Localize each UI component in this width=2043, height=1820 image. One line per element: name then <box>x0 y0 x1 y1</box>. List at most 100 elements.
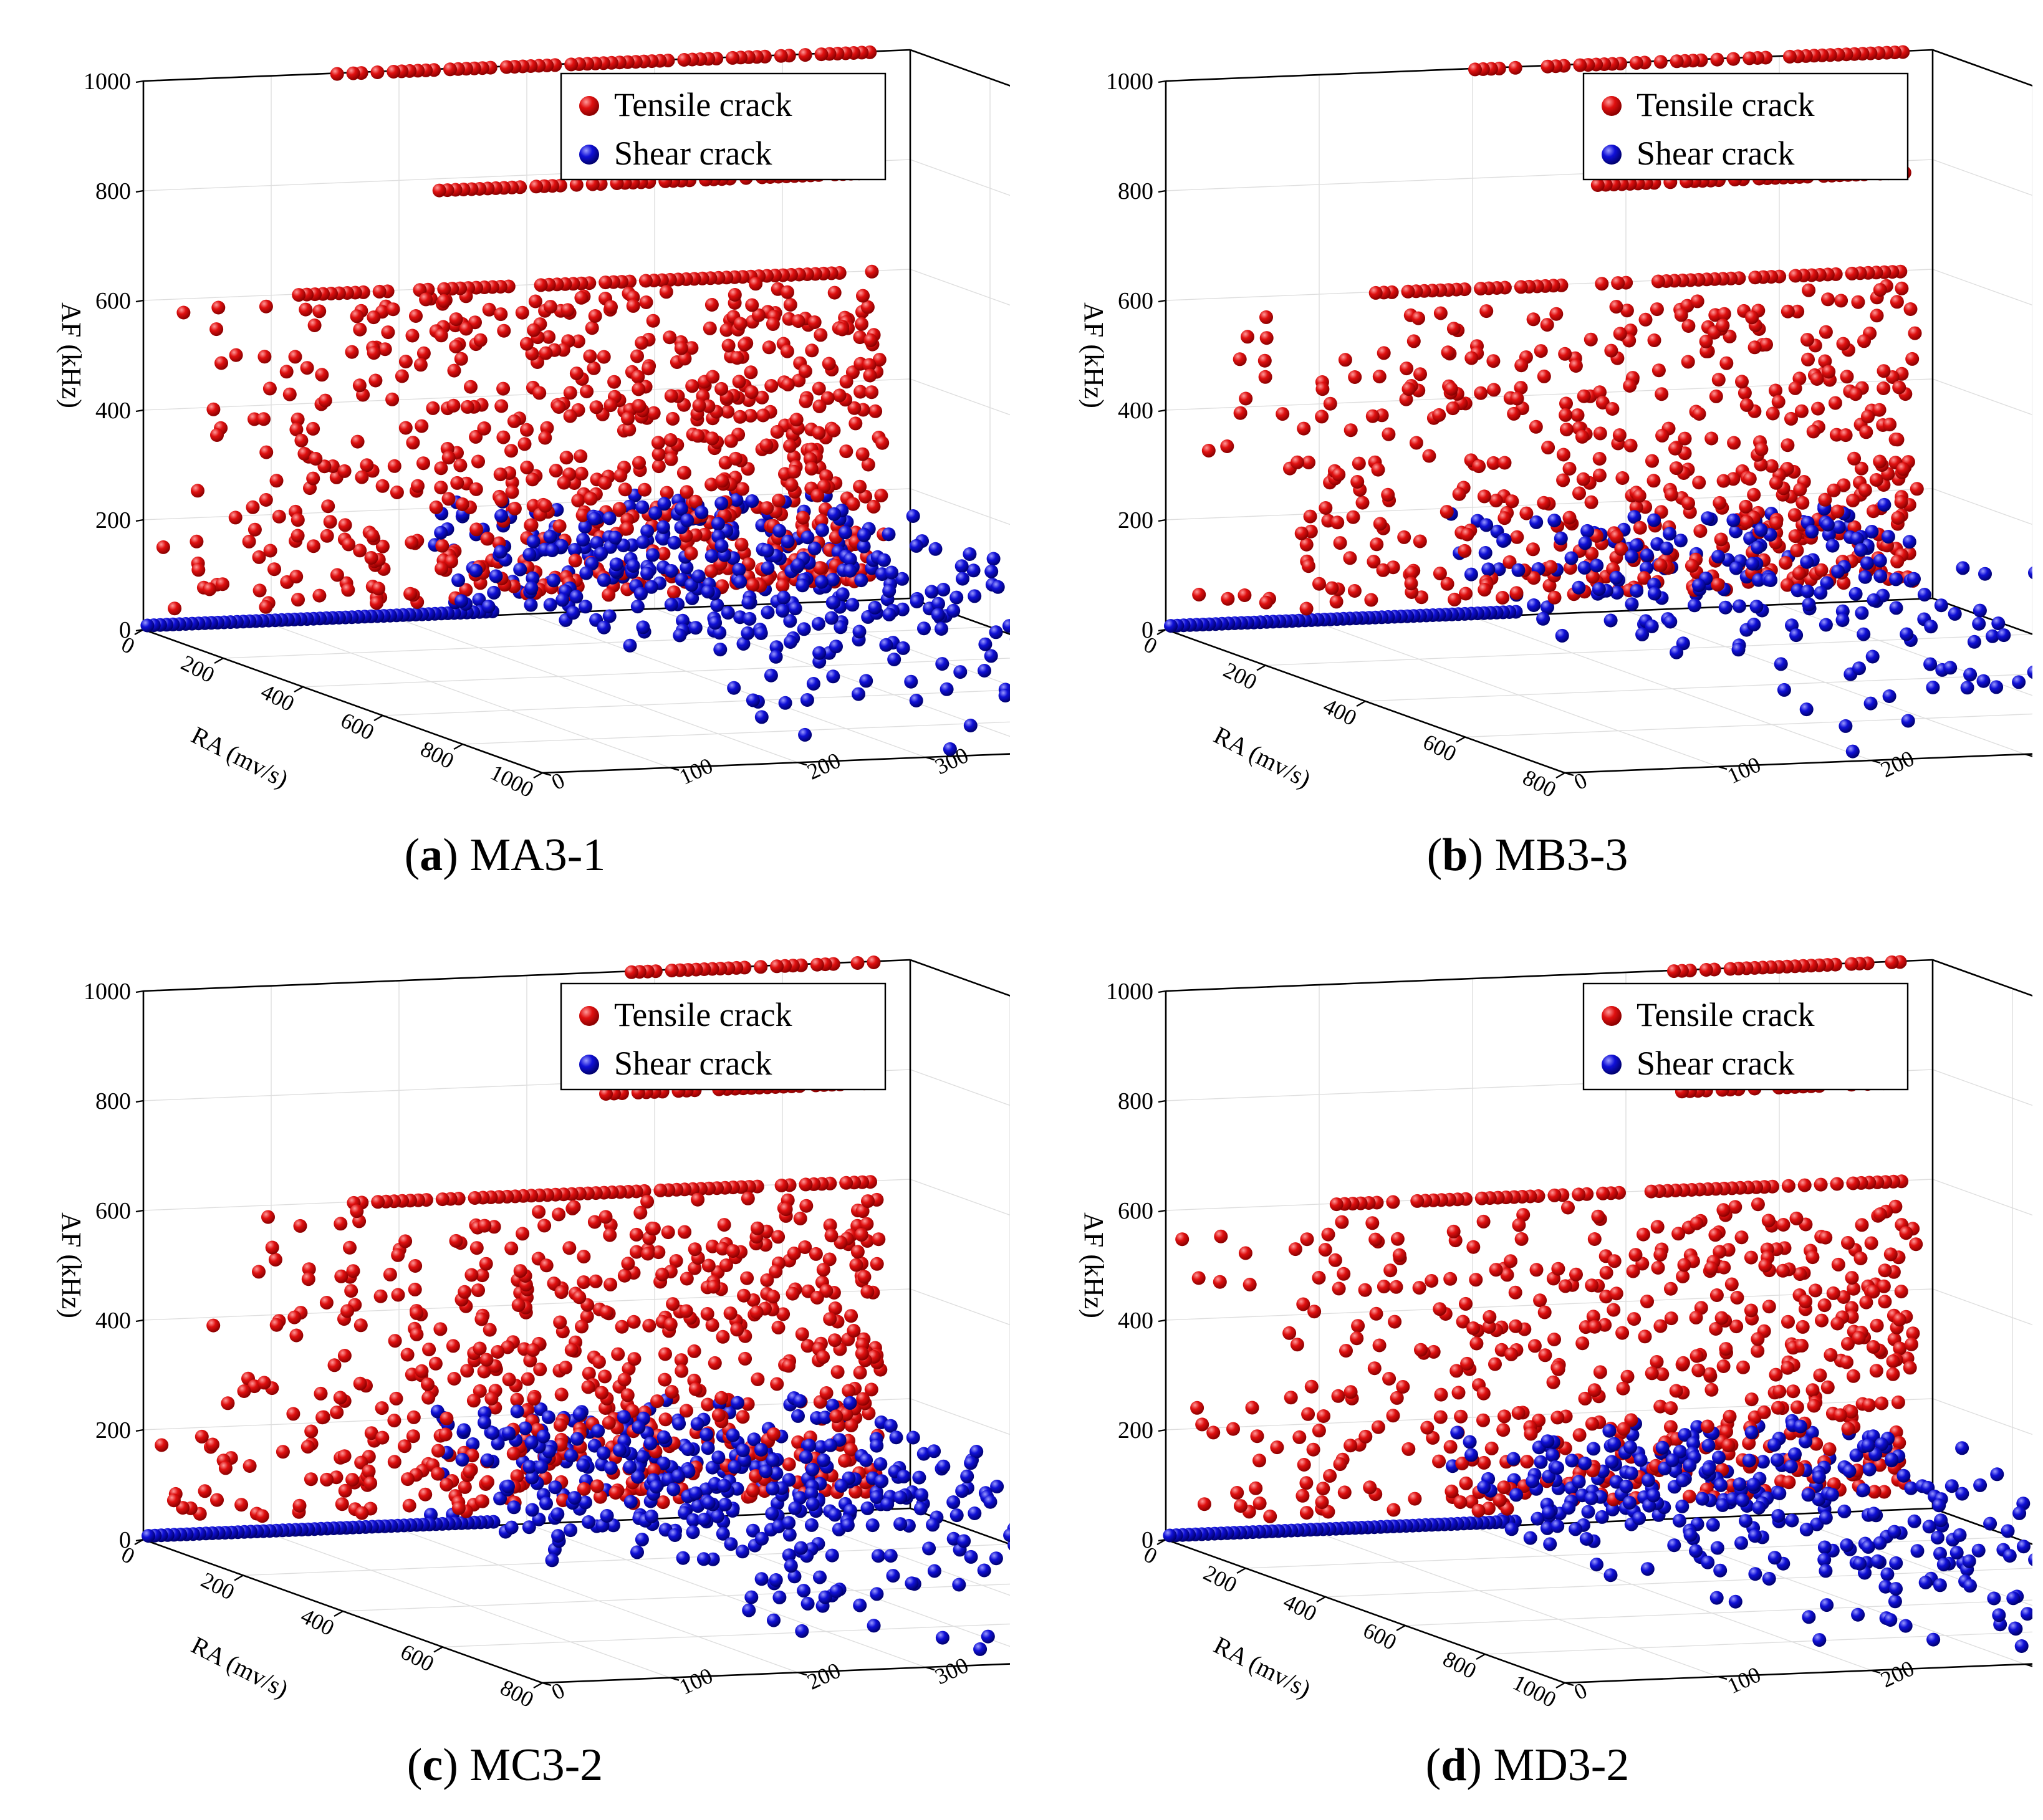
shear-point <box>772 1590 787 1604</box>
shear-point <box>513 562 527 577</box>
shear-point <box>1887 1525 1901 1539</box>
tensile-point <box>1282 1326 1297 1340</box>
shear-point <box>587 512 602 526</box>
tensile-point <box>1691 1363 1706 1377</box>
tensile-point <box>391 1288 405 1302</box>
tensile-point <box>1387 1503 1401 1517</box>
tensile-point <box>1315 382 1330 396</box>
tensile-point <box>415 419 429 433</box>
tensile-point <box>1693 524 1708 538</box>
shear-point <box>732 563 746 577</box>
caption-letter: c <box>422 1740 443 1791</box>
tensile-point <box>865 264 879 279</box>
tensile-point <box>559 451 574 465</box>
tensile-point <box>1709 1288 1724 1302</box>
shear-point <box>576 532 590 547</box>
tensile-point <box>166 1493 181 1508</box>
tensile-point <box>279 365 294 379</box>
tensile-point <box>604 300 618 314</box>
shear-point <box>1971 1543 1986 1558</box>
shear-point <box>489 569 503 583</box>
tensile-point <box>1572 1187 1586 1202</box>
tensile-point <box>445 554 458 568</box>
shear-point <box>1577 560 1592 575</box>
shear-point <box>917 621 931 636</box>
shear-point <box>1881 530 1895 544</box>
tensile-point <box>674 1353 688 1367</box>
tensile-point <box>812 426 826 440</box>
tensile-point <box>1344 423 1358 438</box>
time-tick-label: 300 <box>2030 1649 2032 1686</box>
tensile-point <box>651 1245 666 1260</box>
shear-point <box>1877 497 1892 512</box>
shear-point <box>818 1410 832 1425</box>
tensile-point <box>1717 1260 1731 1275</box>
tensile-point <box>1805 1383 1820 1397</box>
shear-point <box>1777 682 1791 697</box>
shear-point <box>1819 1511 1833 1525</box>
shear-point <box>1492 562 1506 577</box>
tensile-point <box>564 57 579 72</box>
tensile-point <box>1651 1261 1665 1275</box>
shear-point <box>1578 536 1592 550</box>
tensile-point <box>1664 1401 1678 1415</box>
tensile-point <box>704 477 719 492</box>
tensile-point <box>715 474 729 488</box>
tensile-point <box>1809 1437 1824 1451</box>
tensile-point <box>723 1306 738 1321</box>
ra-tick <box>1156 1538 1166 1546</box>
shear-point <box>455 1453 469 1467</box>
tensile-point <box>1692 476 1706 490</box>
shear-point <box>2014 1639 2029 1653</box>
shear-point <box>946 603 961 618</box>
tensile-point <box>1908 326 1922 340</box>
tensile-point <box>1751 1344 1765 1358</box>
tensile-point <box>626 299 640 313</box>
tensile-point <box>1878 1295 1892 1309</box>
tensile-point <box>1809 1283 1822 1298</box>
ra-tick <box>134 628 144 636</box>
tensile-point <box>257 412 271 426</box>
shear-point <box>603 1461 618 1475</box>
tensile-point <box>1734 1230 1749 1245</box>
tensile-point <box>656 547 671 561</box>
tensile-point <box>1400 362 1414 376</box>
shear-point <box>759 1464 773 1478</box>
tensile-point <box>638 482 651 497</box>
tensile-point <box>678 352 692 366</box>
tensile-point <box>191 563 206 577</box>
tensile-point <box>571 334 585 348</box>
tensile-point <box>471 454 485 469</box>
tensile-point <box>640 1194 655 1209</box>
tensile-point <box>543 300 557 314</box>
shear-point <box>525 1503 539 1517</box>
tensile-point <box>749 277 763 291</box>
shear-point <box>1867 593 1881 607</box>
tensile-point <box>405 535 419 550</box>
shear-point <box>893 1490 908 1505</box>
tensile-point <box>209 322 224 337</box>
tensile-point <box>458 1285 472 1299</box>
tensile-point <box>1365 1216 1380 1230</box>
time-tick-label: 100 <box>1723 1662 1764 1698</box>
tensile-point <box>497 323 511 338</box>
shear-point <box>721 606 735 620</box>
tensile-point <box>532 1205 546 1219</box>
tensile-point <box>405 328 420 343</box>
tensile-point <box>1906 1326 1920 1341</box>
tensile-point <box>1647 333 1661 347</box>
shear-point <box>1562 1501 1576 1515</box>
tensile-point <box>872 1232 886 1247</box>
shear-point <box>1479 518 1494 532</box>
tensile-point <box>603 1277 618 1291</box>
tensile-point <box>1410 1194 1425 1208</box>
tensile-point <box>663 1317 678 1331</box>
tensile-point <box>1352 456 1366 471</box>
shear-point <box>522 1520 536 1535</box>
shear-point <box>1655 1440 1670 1455</box>
tensile-point <box>1458 544 1472 558</box>
tensile-point <box>666 411 680 426</box>
shear-point <box>1578 1456 1592 1470</box>
shear-point <box>579 566 594 580</box>
tensile-point <box>1789 1211 1804 1225</box>
